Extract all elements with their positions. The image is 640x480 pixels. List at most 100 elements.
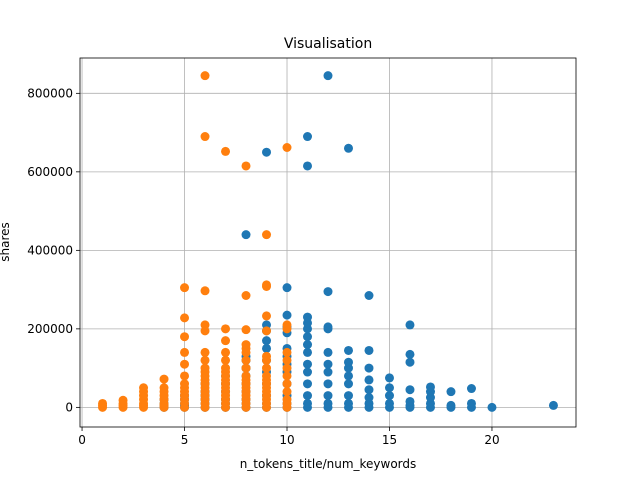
data-point — [303, 379, 313, 389]
data-point — [405, 349, 415, 359]
data-point — [262, 311, 272, 321]
y-axis-ticks: 0 200000 400000 600000 800000 — [27, 86, 80, 414]
data-point — [364, 290, 374, 300]
data-point — [241, 161, 251, 171]
data-point — [221, 324, 231, 334]
x-tick-label: 0 — [78, 433, 86, 447]
data-point — [343, 143, 353, 153]
data-point — [159, 383, 169, 393]
data-point — [384, 373, 394, 383]
data-point — [262, 363, 272, 373]
data-point — [200, 71, 210, 81]
data-point — [180, 379, 190, 389]
data-point — [221, 363, 231, 373]
data-point — [466, 384, 476, 394]
data-point — [221, 146, 231, 156]
data-point — [241, 290, 251, 300]
data-point — [180, 283, 190, 293]
data-point — [343, 371, 353, 381]
data-point — [303, 312, 313, 322]
data-point — [241, 363, 251, 373]
data-point — [282, 320, 292, 330]
data-point — [323, 287, 333, 297]
data-point — [200, 320, 210, 330]
data-point — [221, 347, 231, 357]
x-axis-ticks: 0 5 10 15 20 — [78, 427, 500, 447]
data-point — [159, 374, 169, 384]
data-point — [221, 355, 231, 365]
data-point — [282, 347, 292, 357]
data-point — [384, 398, 394, 408]
data-point — [303, 132, 313, 142]
data-point — [405, 320, 415, 330]
data-point — [303, 347, 313, 357]
data-point — [282, 387, 292, 397]
data-point — [282, 395, 292, 405]
y-tick-label: 0 — [65, 400, 73, 414]
data-point — [241, 325, 251, 335]
y-tick-label: 200000 — [27, 322, 73, 336]
data-point — [200, 355, 210, 365]
data-point — [384, 391, 394, 401]
data-point — [323, 322, 333, 332]
data-point — [98, 398, 108, 408]
y-tick-label: 400000 — [27, 243, 73, 257]
data-point — [323, 347, 333, 357]
data-point — [303, 398, 313, 408]
y-tick-label: 800000 — [27, 86, 73, 100]
data-point — [180, 359, 190, 369]
data-point — [303, 391, 313, 401]
data-point — [262, 351, 272, 361]
data-point — [446, 400, 456, 410]
data-point — [282, 371, 292, 381]
data-point — [425, 382, 435, 392]
data-point — [303, 332, 313, 342]
data-point — [180, 313, 190, 323]
data-point — [118, 395, 128, 405]
data-point — [343, 357, 353, 367]
data-point — [241, 355, 251, 365]
data-point — [364, 363, 374, 373]
data-point — [364, 345, 374, 355]
series-2 — [98, 71, 292, 412]
data-point — [241, 371, 251, 381]
data-point — [343, 398, 353, 408]
data-point — [262, 147, 272, 157]
data-points — [98, 71, 558, 412]
data-point — [282, 379, 292, 389]
data-point — [343, 391, 353, 401]
data-point — [303, 359, 313, 369]
data-point — [282, 283, 292, 293]
data-point — [487, 402, 497, 412]
data-point — [139, 383, 149, 393]
data-point — [384, 383, 394, 393]
data-point — [343, 345, 353, 355]
data-point — [548, 400, 558, 410]
data-point — [241, 230, 251, 240]
data-point — [262, 280, 272, 290]
data-point — [466, 398, 476, 408]
data-point — [364, 375, 374, 385]
data-point — [323, 391, 333, 401]
data-point — [180, 332, 190, 342]
chart-title: Visualisation — [284, 36, 372, 52]
data-point — [262, 336, 272, 346]
x-tick-label: 15 — [382, 433, 397, 447]
plot-frame — [79, 57, 577, 428]
x-tick-label: 20 — [484, 433, 499, 447]
data-point — [446, 387, 456, 397]
data-point — [364, 385, 374, 395]
data-point — [323, 71, 333, 81]
y-axis-label: shares — [0, 222, 12, 262]
data-point — [364, 393, 374, 403]
data-point — [405, 357, 415, 367]
data-point — [282, 355, 292, 365]
data-point — [200, 347, 210, 357]
data-point — [180, 347, 190, 357]
data-point — [323, 379, 333, 389]
data-point — [405, 385, 415, 395]
data-point — [405, 396, 415, 406]
data-point — [200, 363, 210, 373]
x-axis-label: n_tokens_title/num_keywords — [240, 457, 417, 471]
